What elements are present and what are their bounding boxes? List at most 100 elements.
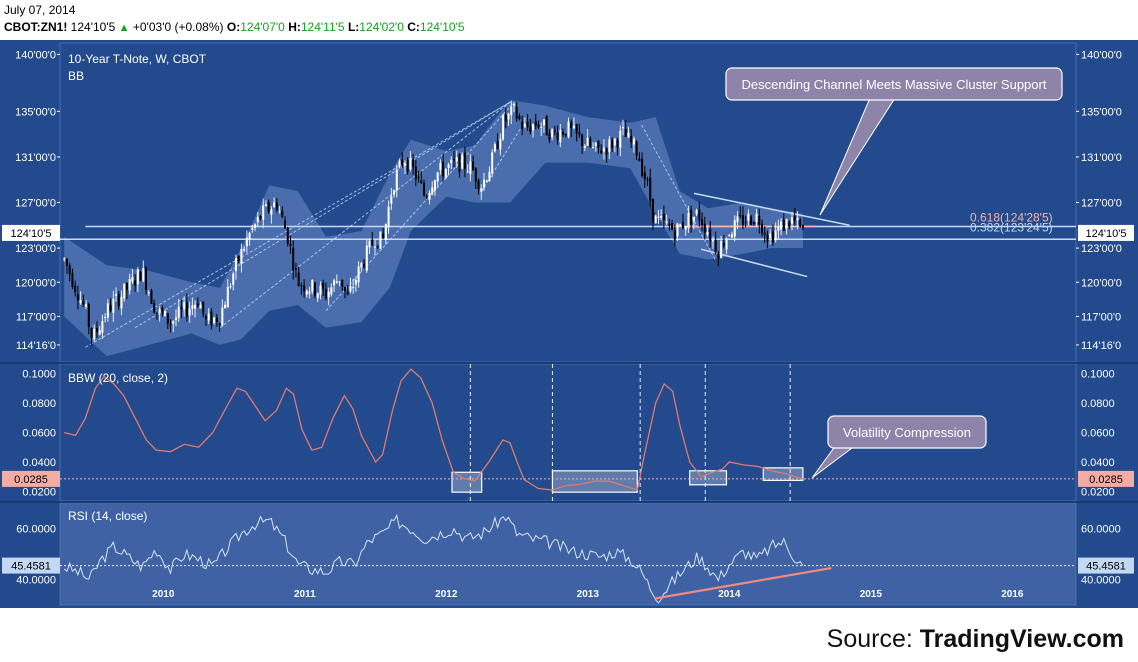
candle-body (624, 129, 627, 138)
candle-body (185, 302, 188, 317)
candle-body (115, 294, 118, 296)
candle-body (632, 138, 635, 145)
candle-body (608, 139, 611, 152)
candle-body (256, 216, 259, 223)
candle-body (305, 290, 308, 295)
bbw-series-line (64, 368, 804, 491)
candle-body (701, 219, 704, 226)
candle-body (651, 198, 654, 222)
candle-body (218, 323, 221, 326)
y-tick-label-right: 123'00'0 (1081, 243, 1122, 255)
candle-body (717, 252, 720, 259)
rsi-band (60, 503, 1076, 605)
candle-body (63, 258, 66, 260)
up-arrow-icon: ▲ (118, 22, 130, 34)
candle-body (191, 305, 194, 309)
rsi-tag-right: 45.4581 (1086, 561, 1126, 573)
candle-body (480, 188, 483, 192)
y-tick-label-left: 120'00'0 (15, 277, 56, 289)
candle-body (384, 224, 387, 240)
candle-body (158, 309, 161, 314)
rsi-title: RSI (14, close) (68, 509, 147, 523)
bbw-tick-right: 0.0200 (1081, 486, 1115, 498)
candle-body (502, 114, 505, 140)
candle-body (801, 225, 804, 228)
candle-body (581, 134, 584, 146)
candle-body (526, 121, 529, 127)
candle-body (482, 179, 485, 188)
candle-body (553, 130, 556, 132)
candle-body (292, 248, 295, 271)
candle-body (461, 154, 464, 169)
candle-body (155, 312, 158, 314)
candle-body (439, 163, 442, 171)
candle-body (616, 139, 619, 148)
callout-channel: Descending Channel Meets Massive Cluster… (725, 67, 1063, 216)
candle-body (597, 140, 600, 148)
candle-body (747, 213, 750, 221)
rsi-tag-left: 45.4581 (11, 561, 51, 573)
candle-body (363, 263, 366, 268)
source-name: TradingView.com (919, 625, 1124, 653)
candle-body (303, 285, 306, 292)
quote-bar: CBOT:ZN1! 124'10'5 ▲ +0'03'0 (+0.08%) O:… (4, 20, 465, 34)
trendline-dashed (481, 122, 525, 192)
y-tick-label-left: 127'00'0 (15, 198, 56, 210)
source-credit: Source: TradingView.com (827, 625, 1124, 654)
candle-body (469, 161, 472, 175)
candle-body (297, 272, 300, 287)
candle-body (698, 209, 701, 221)
candle-body (649, 177, 652, 202)
x-tick-label: 2016 (1001, 589, 1024, 600)
candle-body (139, 271, 142, 282)
candle-body (796, 217, 799, 221)
bbw-tick-right: 0.1000 (1081, 369, 1115, 381)
candle-body (90, 328, 93, 338)
price-tag-left-bg (2, 224, 60, 241)
candle-body (229, 286, 232, 288)
x-tick-label: 2014 (718, 589, 741, 600)
candle-body (352, 287, 355, 289)
candle-body (87, 303, 90, 328)
candle-body (393, 190, 396, 195)
bbw-title: BBW (20, close, 2) (68, 371, 168, 385)
candle-body (300, 285, 303, 287)
main-pane[interactable]: 10-Year T-Note, W, CBOT BB 0.618(124'28'5)… (60, 52, 1076, 357)
candle-body (390, 195, 393, 204)
candle-body (343, 286, 346, 292)
candle-body (324, 289, 327, 299)
price-chart[interactable]: 10-Year T-Note, W, CBOT BB 0.618(124'28'5)… (0, 40, 1138, 608)
candle-body (147, 292, 150, 294)
candle-body (365, 245, 368, 271)
chart-date: July 07, 2014 (4, 3, 76, 17)
candle-body (641, 158, 644, 176)
candle-body (720, 241, 723, 258)
candle-body (335, 281, 338, 284)
candle-body (665, 221, 668, 223)
bbw-plot (60, 364, 1076, 501)
candle-body (725, 238, 728, 250)
candle-body (780, 221, 783, 230)
candle-body (237, 256, 240, 262)
candle-body (166, 313, 169, 324)
candle-body (761, 223, 764, 234)
bbw-tag-left-bg (2, 470, 60, 487)
candle-body (98, 329, 101, 335)
candle-body (251, 228, 254, 230)
candle-body (605, 148, 608, 155)
candle-body (71, 273, 74, 287)
candle-body (540, 126, 543, 128)
candle-body (739, 215, 742, 217)
price-change: +0'03'0 (+0.08%) (132, 20, 224, 34)
symbol[interactable]: CBOT:ZN1! (4, 20, 68, 34)
bbw-pane[interactable]: BBW (20, close, 2) (60, 364, 1076, 501)
candle-body (284, 220, 287, 229)
candle-body (578, 132, 581, 135)
candle-body (515, 107, 518, 119)
candle-body (289, 244, 292, 246)
candle-body (207, 313, 210, 321)
callout-text: Volatility Compression (843, 425, 971, 440)
candle-body (442, 162, 445, 177)
bbw-tag-right: 0.0285 (1089, 474, 1123, 486)
rsi-pane[interactable]: RSI (14, close) (60, 503, 1076, 605)
